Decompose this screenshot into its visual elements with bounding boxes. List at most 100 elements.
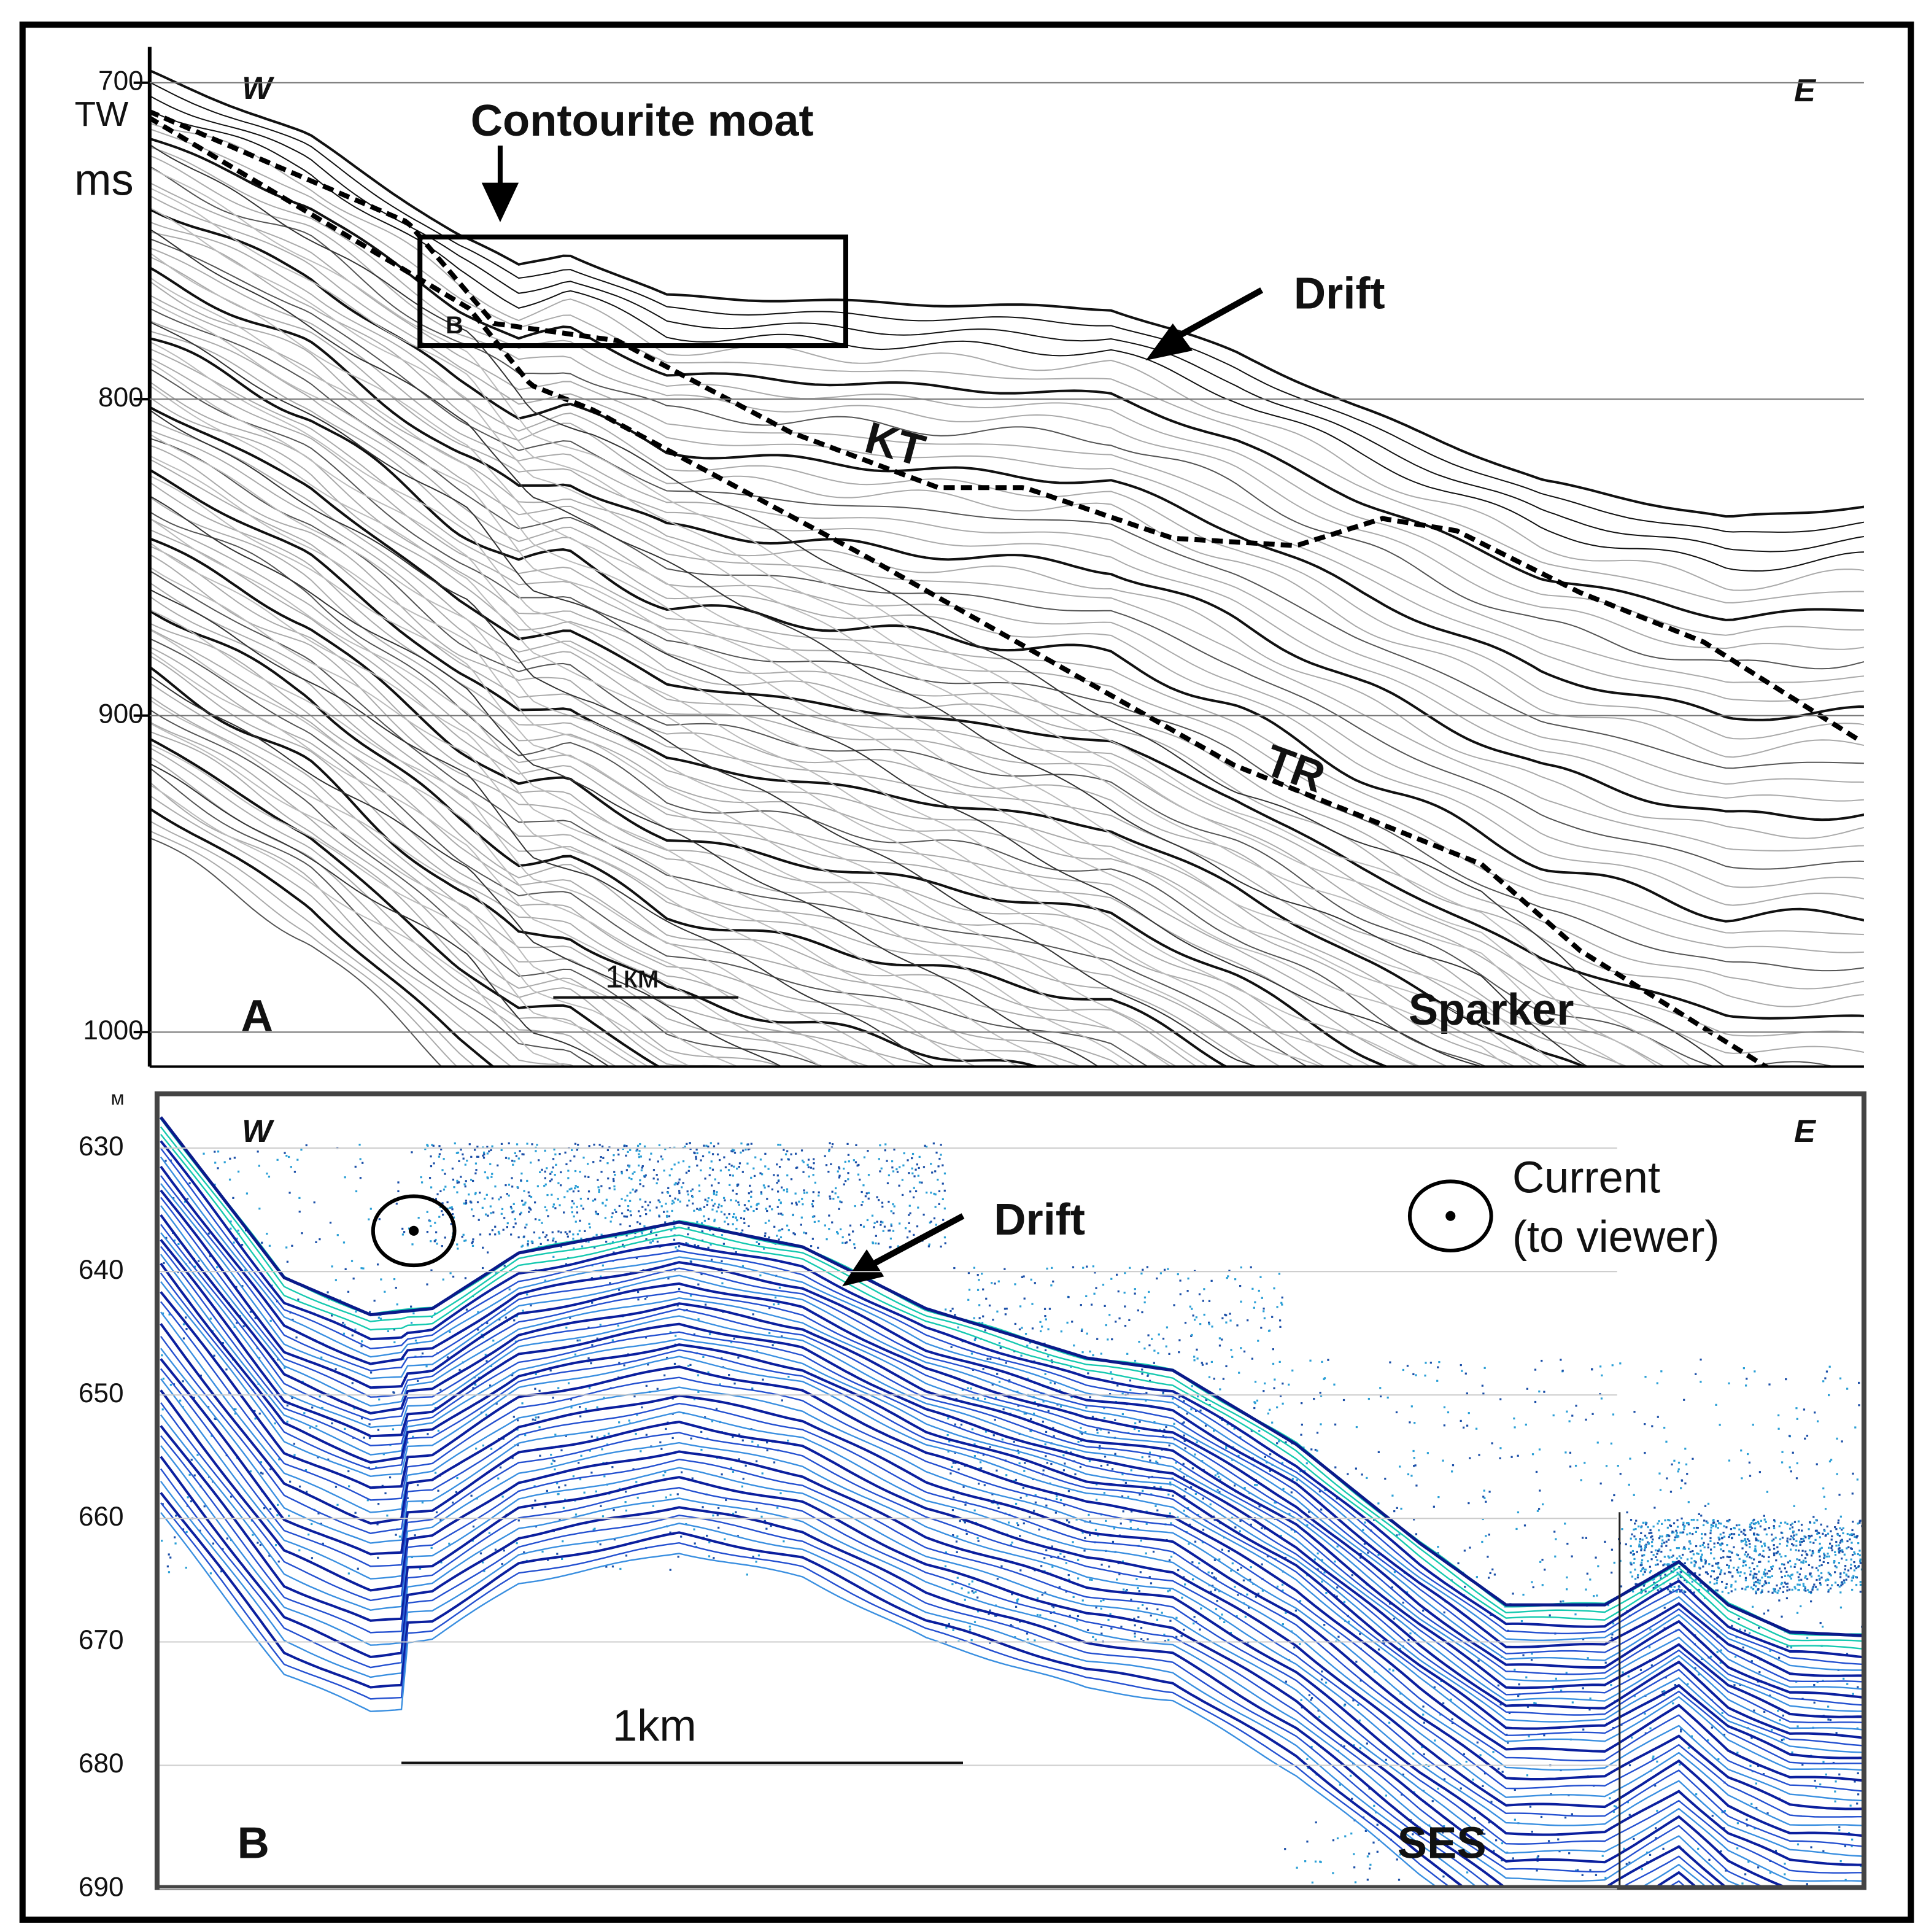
speckle (295, 1336, 298, 1339)
speckle (1536, 1856, 1539, 1859)
speckle (1191, 1561, 1194, 1564)
speckle (717, 1526, 720, 1529)
speckle (1088, 1513, 1090, 1516)
speckle (292, 1319, 294, 1321)
speckle (1758, 1570, 1760, 1573)
speckle (587, 1240, 590, 1243)
speckle (1651, 1425, 1653, 1427)
speckle (1827, 1572, 1830, 1574)
speckle (258, 1165, 260, 1167)
speckle (723, 1156, 725, 1158)
speckle (438, 1153, 441, 1155)
speckle (1526, 1774, 1529, 1777)
speckle (1399, 1465, 1401, 1468)
speckle (1225, 1321, 1228, 1324)
speckle (368, 1311, 371, 1313)
speckle (776, 1163, 778, 1166)
speckle (1463, 1426, 1465, 1429)
speckle (1247, 1319, 1249, 1322)
speckle (768, 1205, 771, 1208)
speckle (1620, 1585, 1623, 1588)
speckle (546, 1559, 549, 1561)
speckle (619, 1567, 622, 1570)
speckle (1845, 1573, 1847, 1576)
speckle (1644, 1590, 1647, 1593)
speckle (1535, 1470, 1538, 1473)
speckle (1045, 1504, 1048, 1507)
speckle (926, 1146, 928, 1148)
speckle (1704, 1562, 1707, 1565)
speckle (1676, 1532, 1678, 1534)
speckle (1836, 1532, 1839, 1535)
speckle (1749, 1543, 1751, 1545)
speckle (1745, 1540, 1747, 1543)
speckle (574, 1184, 577, 1187)
speckle (778, 1198, 781, 1201)
speckle (1024, 1333, 1027, 1335)
reflector (149, 756, 617, 1067)
speckle (1128, 1319, 1131, 1321)
speckle (1839, 1550, 1841, 1552)
speckle (1308, 1694, 1311, 1696)
speckle (1293, 1647, 1296, 1649)
speckle (1638, 1525, 1640, 1527)
speckle (641, 1206, 644, 1208)
box-label: B (446, 311, 463, 339)
speckle (1386, 1396, 1389, 1399)
speckle (1036, 1346, 1038, 1349)
speckle (1612, 1622, 1615, 1625)
speckle (639, 1198, 641, 1201)
speckle (622, 1147, 624, 1150)
speckle (1443, 1424, 1445, 1427)
speckle (1827, 1546, 1830, 1549)
speckle (1100, 1626, 1103, 1628)
speckle (1762, 1550, 1765, 1552)
speckle (188, 1473, 191, 1476)
speckle (1118, 1317, 1121, 1320)
speckle (1857, 1542, 1860, 1545)
speckle (1819, 1577, 1821, 1580)
speckle (1485, 1535, 1487, 1537)
speckle (1177, 1516, 1179, 1519)
speckle (678, 1162, 680, 1164)
speckle (595, 1211, 597, 1213)
speckle (500, 1143, 503, 1145)
speckle (1636, 1583, 1638, 1586)
speckle (1121, 1392, 1124, 1395)
speckle (1773, 1519, 1776, 1521)
speckle (578, 1462, 580, 1464)
speckle (1422, 1713, 1425, 1716)
speckle (1410, 1405, 1413, 1408)
deep-reflector (149, 276, 1535, 1067)
speckle (1773, 1538, 1775, 1541)
speckle (1728, 1518, 1731, 1521)
speckle (538, 1389, 541, 1392)
speckle (234, 1408, 237, 1411)
speckle (562, 1507, 565, 1509)
deep-reflector (149, 541, 1021, 1067)
speckle (1485, 1500, 1487, 1503)
speckle (1178, 1339, 1181, 1341)
speckle (1840, 1584, 1843, 1587)
speckle (937, 1165, 940, 1168)
speckle (1730, 1532, 1733, 1535)
speckle (889, 1246, 892, 1248)
speckle (1532, 1586, 1534, 1589)
speckle (1310, 1697, 1313, 1699)
speckle (1199, 1410, 1202, 1412)
speckle (732, 1189, 734, 1192)
speckle (621, 1172, 623, 1174)
speckle (1395, 1411, 1398, 1414)
speckle (236, 1238, 238, 1240)
speckle (269, 1508, 272, 1510)
speckle (1385, 1794, 1388, 1797)
speckle (433, 1162, 435, 1165)
speckle (1781, 1739, 1784, 1742)
speckle (908, 1230, 911, 1233)
speckle (286, 1421, 288, 1423)
speckle (368, 1423, 371, 1426)
speckle (414, 1534, 416, 1537)
speckle (1656, 1584, 1658, 1586)
speckle (721, 1271, 724, 1274)
speckle (1002, 1408, 1005, 1411)
